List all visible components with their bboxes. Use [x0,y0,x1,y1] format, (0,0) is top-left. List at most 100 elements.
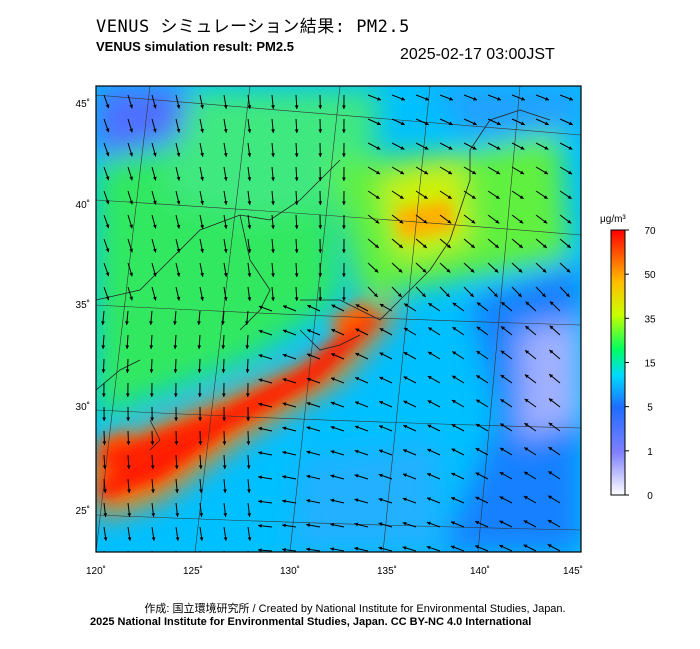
wind-arrow-head [379,304,384,308]
wind-arrow-head [222,441,227,445]
wind-arrow-head [101,369,106,373]
colorbar-tick-label: 50 [644,270,656,281]
wind-arrow-head [499,496,504,500]
wind-arrow-head [127,489,131,493]
wind-arrow-head [494,268,499,273]
wind-arrow-head [448,121,453,126]
colorbar-tick-label: 5 [647,403,653,414]
wind-arrow-head [448,170,453,175]
wind-arrow-head [471,219,476,224]
wind-arrow-head [318,177,323,181]
concentration-field [96,86,581,552]
wind-arrow-head [176,296,181,301]
wind-arrow-head [248,561,252,565]
wind-arrow-head [330,498,335,503]
wind-arrow-head [245,369,250,373]
wind-arrow-head [495,219,500,224]
wind-arrow-head [501,302,506,306]
wind-arrow-head [150,465,155,469]
wind-arrow-head [525,301,530,306]
colorbar-unit: μg/m³ [600,214,626,225]
wind-arrow-head [423,219,428,224]
wind-arrow-head [258,354,263,358]
wind-arrow-head [566,244,571,248]
wind-arrow-head [421,293,426,298]
wind-arrow-head [545,96,550,101]
wind-arrow-head [200,561,204,565]
wind-arrow-head [223,297,228,301]
wind-arrow-head [200,248,204,253]
wind-arrow-head [517,293,522,298]
wind-arrow-head [542,268,547,273]
wind-arrow-head [452,327,457,331]
wind-arrow-head [176,200,181,205]
wind-arrow-head [173,369,178,373]
wind-arrow-head [105,176,110,181]
wind-arrow-head [525,325,530,330]
wind-arrow-head [258,548,262,552]
wind-arrow-head [427,448,432,453]
wind-arrow-head [129,176,133,181]
wind-arrow-head [271,177,275,181]
wind-arrow-head [129,296,133,301]
wind-arrow-head [493,293,498,298]
wind-arrow-head [271,153,275,157]
wind-arrow-head [541,293,546,298]
wind-arrow-head [331,353,336,357]
wind-arrow-head [258,402,263,407]
wind-arrow-head [306,401,311,406]
wind-arrow-head [271,129,275,133]
wind-arrow-head [152,272,157,277]
wind-arrow-head [126,417,131,421]
wind-arrow-head [548,422,553,427]
wind-arrow-head [524,423,529,427]
wind-arrow-head [452,302,457,307]
wind-arrow-head [306,474,311,479]
wind-arrow-head [151,513,156,517]
wind-arrow-head [271,249,275,253]
wind-arrow-head [354,546,359,551]
wind-arrow-head [402,521,407,526]
wind-arrow-head [374,268,379,273]
colorbar-tick-label: 1 [647,447,653,458]
wind-arrow-head [294,177,299,181]
wind-arrow-head [103,513,108,517]
wind-arrow-head [500,350,505,355]
wind-arrow-head [403,449,408,453]
wind-arrow-head [173,321,177,325]
lat-tick-label: 35˚ [76,299,90,311]
coastlines [96,109,551,451]
wind-arrow-head [425,96,430,101]
wind-arrow-head [446,268,451,273]
wind-arrow-head [330,377,335,381]
wind-arrow-head [472,121,477,126]
wind-arrow-head [197,345,202,349]
wind-arrow-head [245,321,249,325]
wind-arrow-head [543,219,548,224]
wind-arrow-head [548,495,553,500]
wind-arrow-head [400,170,405,175]
wind-arrow-head [223,489,227,493]
wind-arrow-head [125,345,130,349]
wind-arrow [223,550,225,552]
wind-arrow-head [102,417,107,421]
wind-arrow-head [400,146,405,150]
wind-arrow-head [176,224,181,229]
wind-arrow-head [470,268,475,273]
wind-arrow-head [318,201,323,205]
wind-arrow-head [282,426,287,431]
wind-arrow-head [282,329,287,334]
lat-tick-label: 40˚ [76,199,90,211]
wind-arrow-head [223,177,228,181]
wind-arrow-head [543,195,548,199]
wind-arrow-head [152,104,157,109]
wind-arrow-head [378,546,383,551]
wind-arrow-head [222,465,227,469]
wind-arrow-head [152,200,157,205]
wind-arrow-head [306,523,311,528]
wind-arrow-head [447,219,452,224]
wind-arrow-head [402,546,407,550]
wind-arrow-head [469,293,474,298]
wind-arrow-head [355,352,360,357]
wind-arrow-head [271,201,275,205]
